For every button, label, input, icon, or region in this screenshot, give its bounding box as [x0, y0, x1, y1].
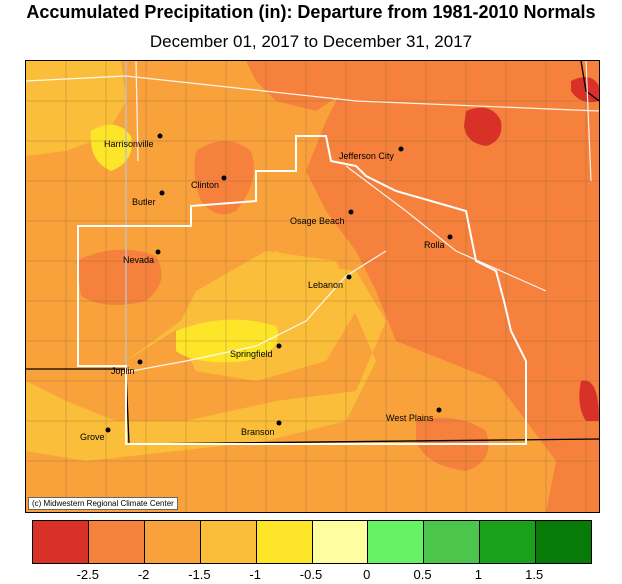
city-label-jefferson-city: Jefferson City	[339, 151, 394, 161]
city-label-butler: Butler	[132, 197, 156, 207]
color-legend	[32, 520, 592, 564]
city-label-grove: Grove	[80, 432, 105, 442]
city-joplin: Joplin	[111, 359, 143, 376]
legend-swatch-9	[536, 521, 592, 563]
city-label-osage-beach: Osage Beach	[290, 216, 345, 226]
city-lebanon: Lebanon	[308, 274, 352, 290]
city-label-springfield: Springfield	[230, 349, 273, 359]
legend-ticks: -2.5 -2 -1.5 -1 -0.5 0 0.5 1 1.5	[32, 567, 590, 583]
city-grove: Grove	[80, 427, 111, 442]
city-nevada: Nevada	[123, 249, 161, 265]
city-clinton: Clinton	[191, 175, 227, 190]
city-harrisonville: Harrisonville	[104, 133, 163, 149]
legend-swatch-7	[424, 521, 481, 563]
city-osage-beach: Osage Beach	[290, 209, 354, 226]
map-subtitle: December 01, 2017 to December 31, 2017	[149, 32, 473, 51]
city-label-clinton: Clinton	[191, 180, 219, 190]
departure-zone-red-2	[579, 380, 599, 421]
legend-swatch-2	[144, 521, 201, 563]
departure-zone-yellow-1	[90, 124, 132, 171]
highways	[26, 61, 599, 374]
legend-tick-label: 0	[363, 567, 371, 582]
legend-tick-label: -2	[137, 567, 150, 582]
city-label-harrisonville: Harrisonville	[104, 139, 154, 149]
city-label-branson: Branson	[241, 427, 275, 437]
legend-swatch-8	[480, 521, 537, 563]
legend-swatch-5	[312, 521, 369, 563]
legend-tick-label: -1.5	[188, 567, 211, 582]
legend-swatch-0	[33, 521, 89, 563]
county-lines	[26, 61, 599, 512]
city-springfield: Springfield	[230, 343, 282, 359]
city-butler: Butler	[132, 190, 165, 207]
legend-tick-label: 0.5	[413, 567, 432, 582]
city-label-west-plains: West Plains	[386, 413, 434, 423]
legend-swatch-1	[88, 521, 145, 563]
copyright-notice: (c) Midwestern Regional Climate Center	[28, 497, 178, 510]
precipitation-map: Harrisonville Jefferson City Butler Clin…	[25, 60, 600, 513]
legend-tick-label: -2.5	[76, 567, 99, 582]
legend-tick-label: 1	[474, 567, 483, 582]
city-label-nevada: Nevada	[123, 255, 154, 265]
city-label-joplin: Joplin	[111, 366, 135, 376]
city-branson: Branson	[241, 420, 282, 437]
city-rolla: Rolla	[424, 234, 453, 250]
departure-zone-dark-nevada	[76, 249, 162, 305]
city-label-rolla: Rolla	[424, 240, 445, 250]
legend-swatch-3	[200, 521, 257, 563]
map-canvas: Harrisonville Jefferson City Butler Clin…	[26, 61, 599, 512]
legend-swatch-4	[256, 521, 313, 563]
departure-zone-red-1	[464, 107, 502, 146]
legend-tick-label: 1.5	[525, 567, 544, 582]
city-west-plains: West Plains	[386, 407, 442, 423]
departure-zone-light-south	[26, 251, 386, 461]
region-outline	[77, 135, 527, 445]
legend-swatch-6	[368, 521, 425, 563]
map-title: Accumulated Precipitation (in): Departur…	[26, 2, 596, 22]
city-label-lebanon: Lebanon	[308, 280, 343, 290]
city-markers: Harrisonville Jefferson City Butler Clin…	[80, 133, 453, 442]
legend-tick-label: -0.5	[299, 567, 323, 582]
legend-tick-label: -1	[249, 567, 261, 582]
city-jefferson-city: Jefferson City	[339, 146, 404, 161]
